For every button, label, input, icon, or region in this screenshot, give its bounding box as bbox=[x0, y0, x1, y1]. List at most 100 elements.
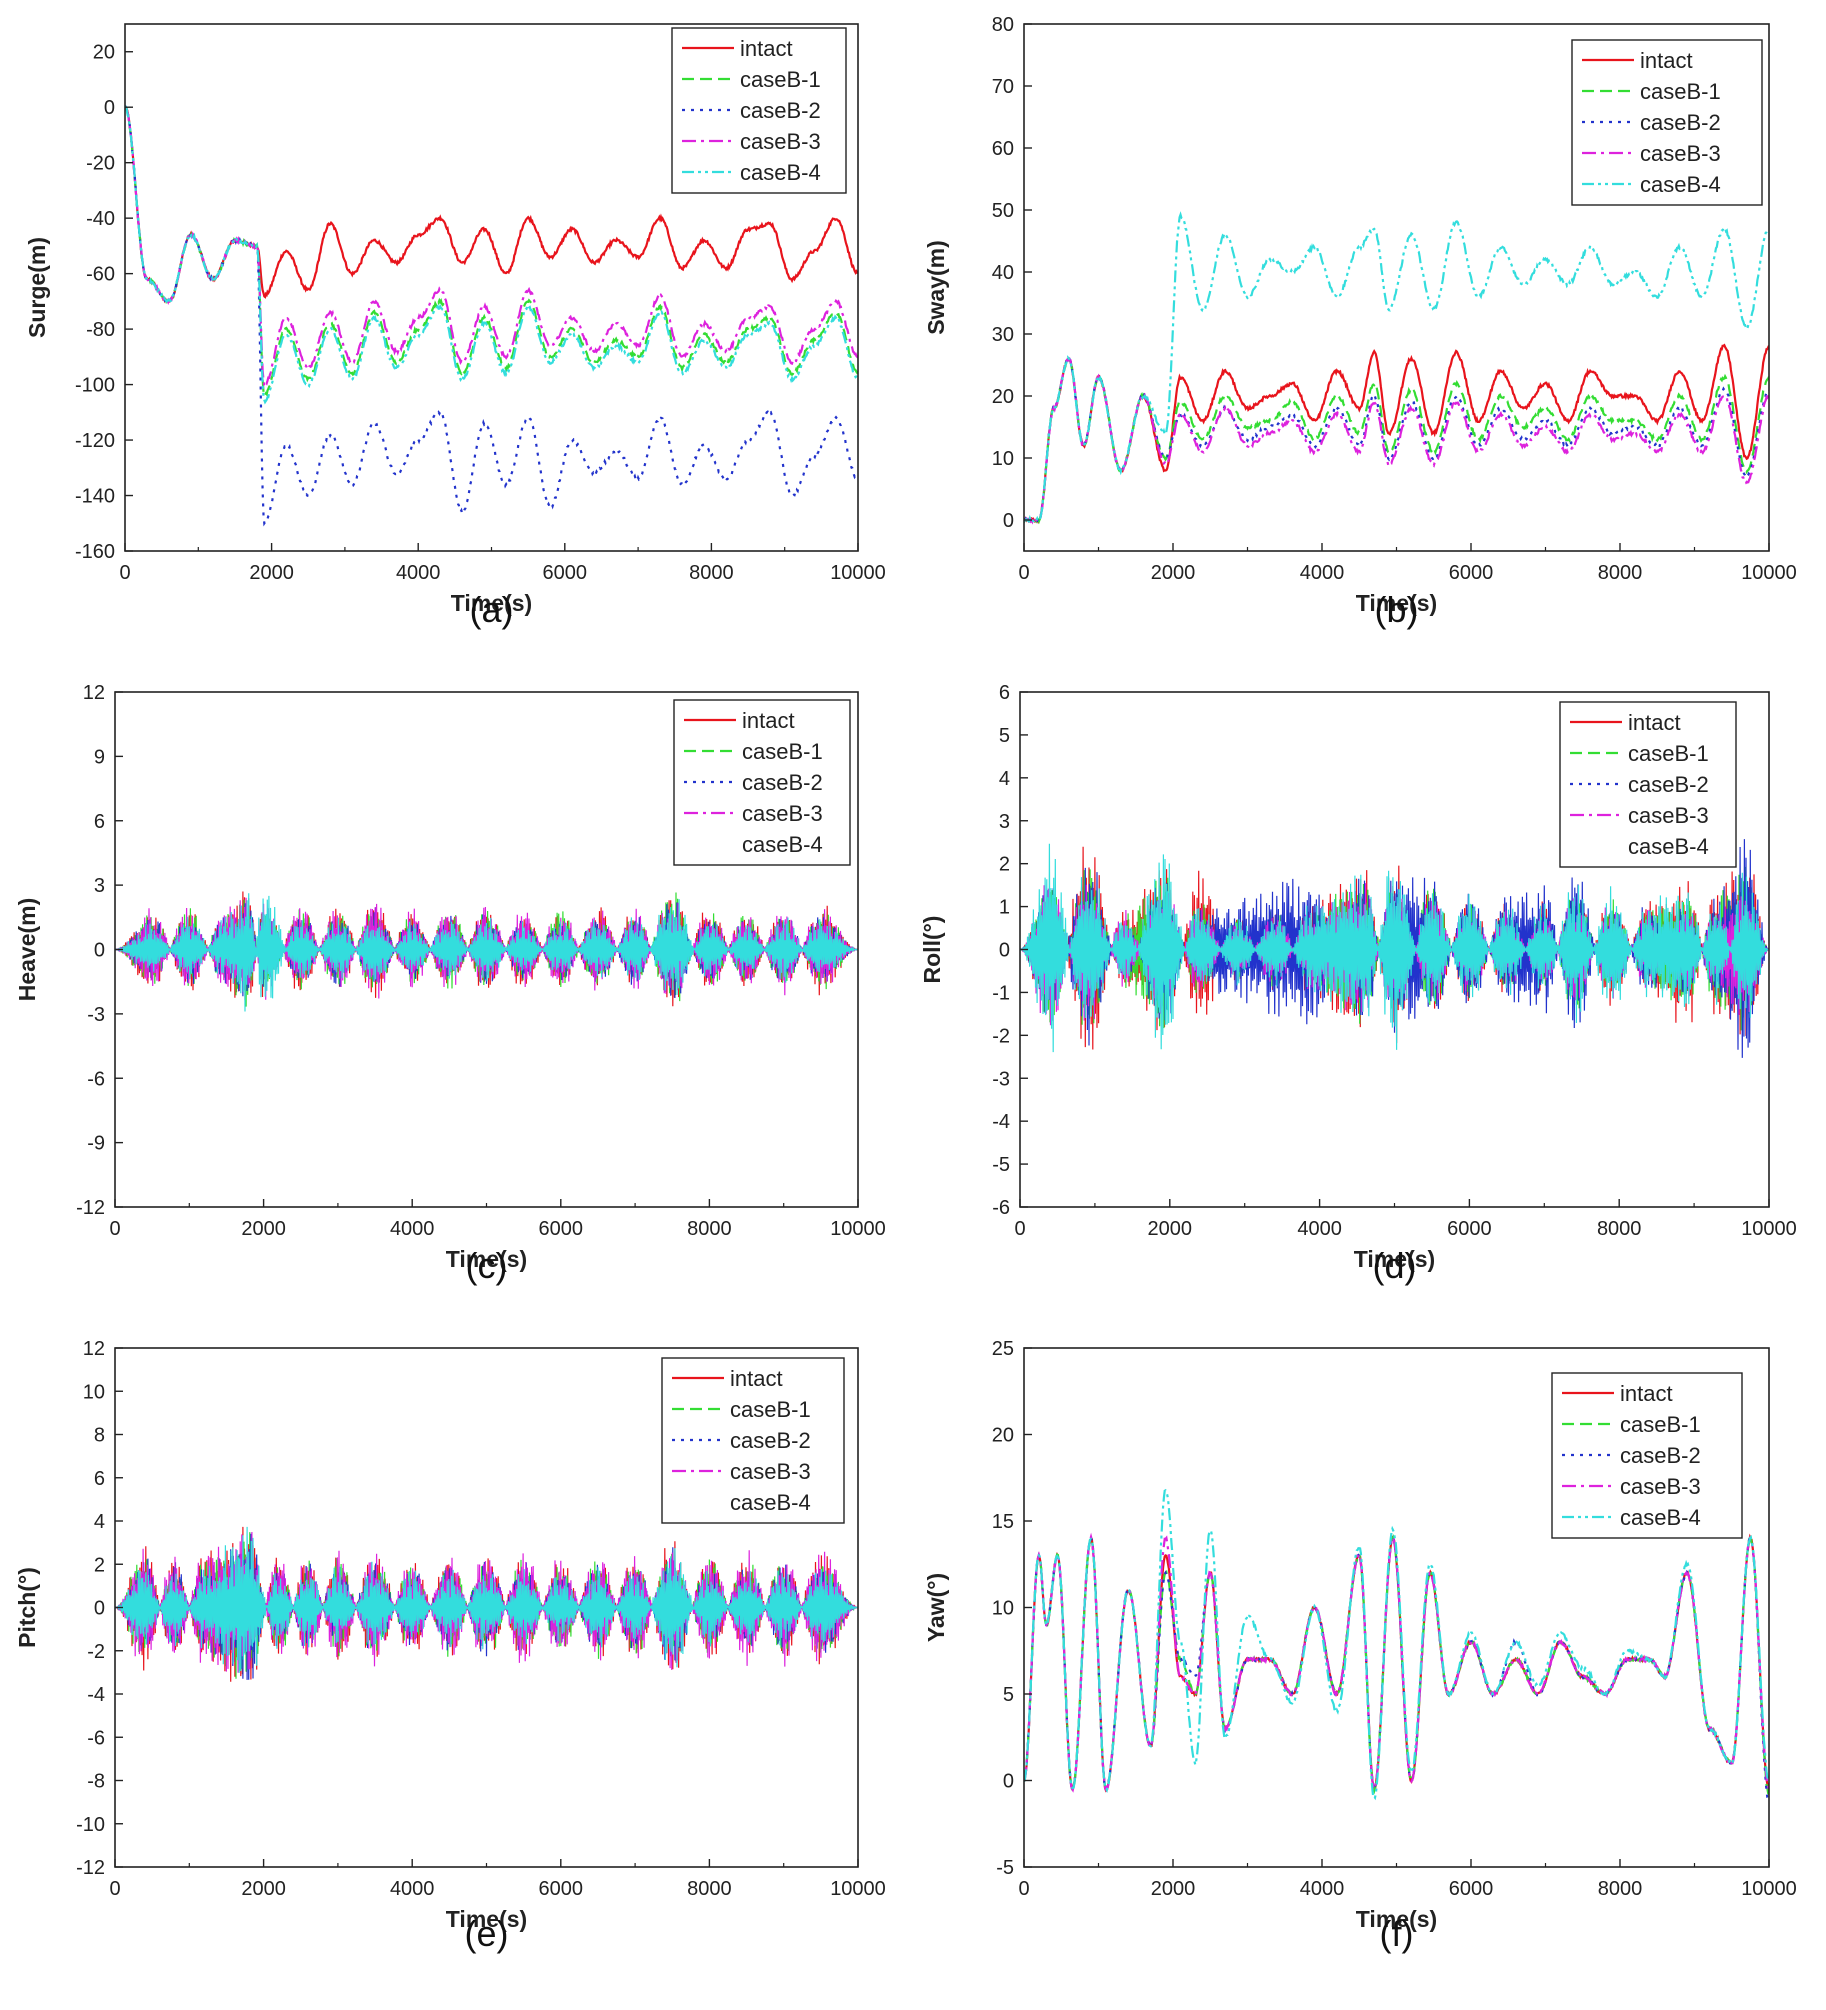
legend-entry-caseB-2: caseB-2 bbox=[730, 1428, 811, 1453]
legend-box bbox=[1571, 39, 1763, 206]
y-tick-label: -8 bbox=[87, 1771, 105, 1793]
series-line-caseB-4 bbox=[115, 893, 858, 1012]
y-tick-label: -4 bbox=[87, 1684, 105, 1706]
legend-entry-caseB-1: caseB-1 bbox=[1640, 79, 1721, 104]
legend-entry-caseB-1: caseB-1 bbox=[740, 67, 821, 92]
legend-entry-caseB-3: caseB-3 bbox=[1628, 803, 1709, 828]
x-tick-label: 8000 bbox=[689, 562, 734, 584]
x-tick-label: 2000 bbox=[1151, 562, 1196, 584]
y-tick-label: -20 bbox=[86, 153, 115, 175]
y-axis-label: Surge(m) bbox=[24, 237, 50, 338]
legend-entry-caseB-3: caseB-3 bbox=[1640, 141, 1721, 166]
y-tick-label: -80 bbox=[86, 319, 115, 341]
legend-entry-caseB-4: caseB-4 bbox=[1620, 1505, 1701, 1530]
y-tick-label: 0 bbox=[104, 97, 115, 119]
legend-entry-caseB-2: caseB-2 bbox=[1628, 772, 1709, 797]
y-tick-label: 60 bbox=[992, 138, 1014, 160]
y-axis-label: Pitch(°) bbox=[14, 1567, 40, 1648]
x-axis-label: Time(s) bbox=[1356, 1906, 1437, 1932]
panel-label: (a) bbox=[470, 589, 514, 630]
y-tick-label: 10 bbox=[83, 1381, 105, 1403]
x-tick-label: 6000 bbox=[539, 1878, 584, 1900]
legend-entry-caseB-1: caseB-1 bbox=[730, 1397, 811, 1422]
series-group bbox=[115, 1526, 858, 1682]
y-tick-label: 2 bbox=[94, 1554, 105, 1576]
x-tick-label: 6000 bbox=[1449, 562, 1494, 584]
y-tick-label: 5 bbox=[1003, 1684, 1014, 1706]
x-tick-label: 6000 bbox=[539, 1218, 584, 1240]
y-tick-label: -5 bbox=[992, 1154, 1010, 1176]
chart-panel-b: 0 2000 4000 6000 8000 10000 80 70 60 50 40 30 20 10 0 T… bbox=[923, 14, 1797, 630]
panel-label: (f) bbox=[1380, 1913, 1414, 1954]
x-tick-label: 0 bbox=[1014, 1218, 1025, 1240]
x-tick-label: 6000 bbox=[543, 562, 588, 584]
x-axis-label: Time(s) bbox=[446, 1246, 527, 1272]
x-tick-label: 8000 bbox=[1597, 1218, 1642, 1240]
x-tick-label: 4000 bbox=[390, 1218, 435, 1240]
series-group bbox=[115, 891, 858, 1012]
series-line-caseB-3 bbox=[125, 107, 858, 388]
y-tick-label: -160 bbox=[75, 541, 115, 563]
x-tick-label: 0 bbox=[109, 1218, 120, 1240]
y-axis-label: Heave(m) bbox=[14, 898, 40, 1002]
legend-entry-caseB-2: caseB-2 bbox=[1620, 1443, 1701, 1468]
legend-entry-caseB-2: caseB-2 bbox=[1640, 110, 1721, 135]
x-tick-label: 4000 bbox=[396, 562, 441, 584]
legend: intact caseB-1 caseB-2 caseB-3 caseB-4 bbox=[673, 699, 851, 866]
y-tick-label: -6 bbox=[992, 1197, 1010, 1219]
y-tick-label: -6 bbox=[87, 1727, 105, 1749]
y-tick-label: 2 bbox=[999, 854, 1010, 876]
chart-panel-c: 0 2000 4000 6000 8000 10000 12 9 6 3 0 -3 -6 -9 -12 Tim… bbox=[14, 682, 886, 1286]
y-tick-label: 5 bbox=[999, 725, 1010, 747]
x-axis-label: Time(s) bbox=[1354, 1246, 1435, 1272]
y-tick-label: 1 bbox=[999, 897, 1010, 919]
legend-entry-intact: intact bbox=[730, 1366, 783, 1391]
legend: intact caseB-1 caseB-2 caseB-3 caseB-4 bbox=[1571, 39, 1763, 206]
y-axis-label: Yaw(°) bbox=[923, 1573, 949, 1642]
panel-label: (c) bbox=[466, 1245, 508, 1286]
y-tick-label: 80 bbox=[992, 14, 1014, 36]
x-tick-label: 2000 bbox=[1151, 1878, 1196, 1900]
series-line-caseB-3 bbox=[1024, 357, 1769, 525]
y-tick-label: 6 bbox=[94, 1468, 105, 1490]
series-line-caseB-4 bbox=[1020, 843, 1769, 1053]
series-line-caseB-4 bbox=[1024, 1488, 1769, 1801]
y-tick-label: -9 bbox=[87, 1133, 105, 1155]
panel-label: (d) bbox=[1373, 1245, 1417, 1286]
legend-entry-caseB-4: caseB-4 bbox=[1640, 172, 1721, 197]
y-tick-label: 25 bbox=[992, 1338, 1014, 1360]
legend: intact caseB-1 caseB-2 caseB-3 caseB-4 bbox=[1551, 1372, 1743, 1539]
y-tick-label: 15 bbox=[992, 1511, 1014, 1533]
legend-entry-caseB-3: caseB-3 bbox=[740, 129, 821, 154]
x-axis-label: Time(s) bbox=[1356, 590, 1437, 616]
series-line-caseB-1 bbox=[1024, 357, 1769, 525]
y-tick-label: -2 bbox=[992, 1025, 1010, 1047]
x-tick-label: 2000 bbox=[1148, 1218, 1193, 1240]
y-tick-label: -2 bbox=[87, 1641, 105, 1663]
y-tick-label: 10 bbox=[992, 1598, 1014, 1620]
y-tick-label: -3 bbox=[992, 1068, 1010, 1090]
y-tick-label: -120 bbox=[75, 430, 115, 452]
x-tick-label: 4000 bbox=[1297, 1218, 1342, 1240]
x-tick-label: 10000 bbox=[830, 562, 886, 584]
legend-entry-caseB-3: caseB-3 bbox=[730, 1459, 811, 1484]
legend-entry-intact: intact bbox=[1620, 1381, 1673, 1406]
y-tick-label: -6 bbox=[87, 1068, 105, 1090]
legend-entry-caseB-1: caseB-1 bbox=[1628, 741, 1709, 766]
x-tick-label: 2000 bbox=[241, 1878, 286, 1900]
x-tick-label: 4000 bbox=[1300, 562, 1345, 584]
x-tick-label: 4000 bbox=[390, 1878, 435, 1900]
legend-entry-caseB-4: caseB-4 bbox=[740, 160, 821, 185]
x-tick-label: 6000 bbox=[1447, 1218, 1492, 1240]
legend-entry-caseB-1: caseB-1 bbox=[1620, 1412, 1701, 1437]
legend: intact caseB-1 caseB-2 caseB-3 caseB-4 bbox=[671, 27, 847, 194]
x-tick-label: 10000 bbox=[1741, 1878, 1797, 1900]
series-line-caseB-3 bbox=[1024, 1532, 1769, 1793]
legend: intact caseB-1 caseB-2 caseB-3 caseB-4 bbox=[1559, 701, 1737, 868]
x-tick-label: 8000 bbox=[1598, 562, 1643, 584]
y-tick-label: 12 bbox=[83, 1338, 105, 1360]
x-tick-label: 2000 bbox=[249, 562, 294, 584]
series-group bbox=[1024, 1488, 1769, 1802]
y-tick-label: 3 bbox=[999, 811, 1010, 833]
